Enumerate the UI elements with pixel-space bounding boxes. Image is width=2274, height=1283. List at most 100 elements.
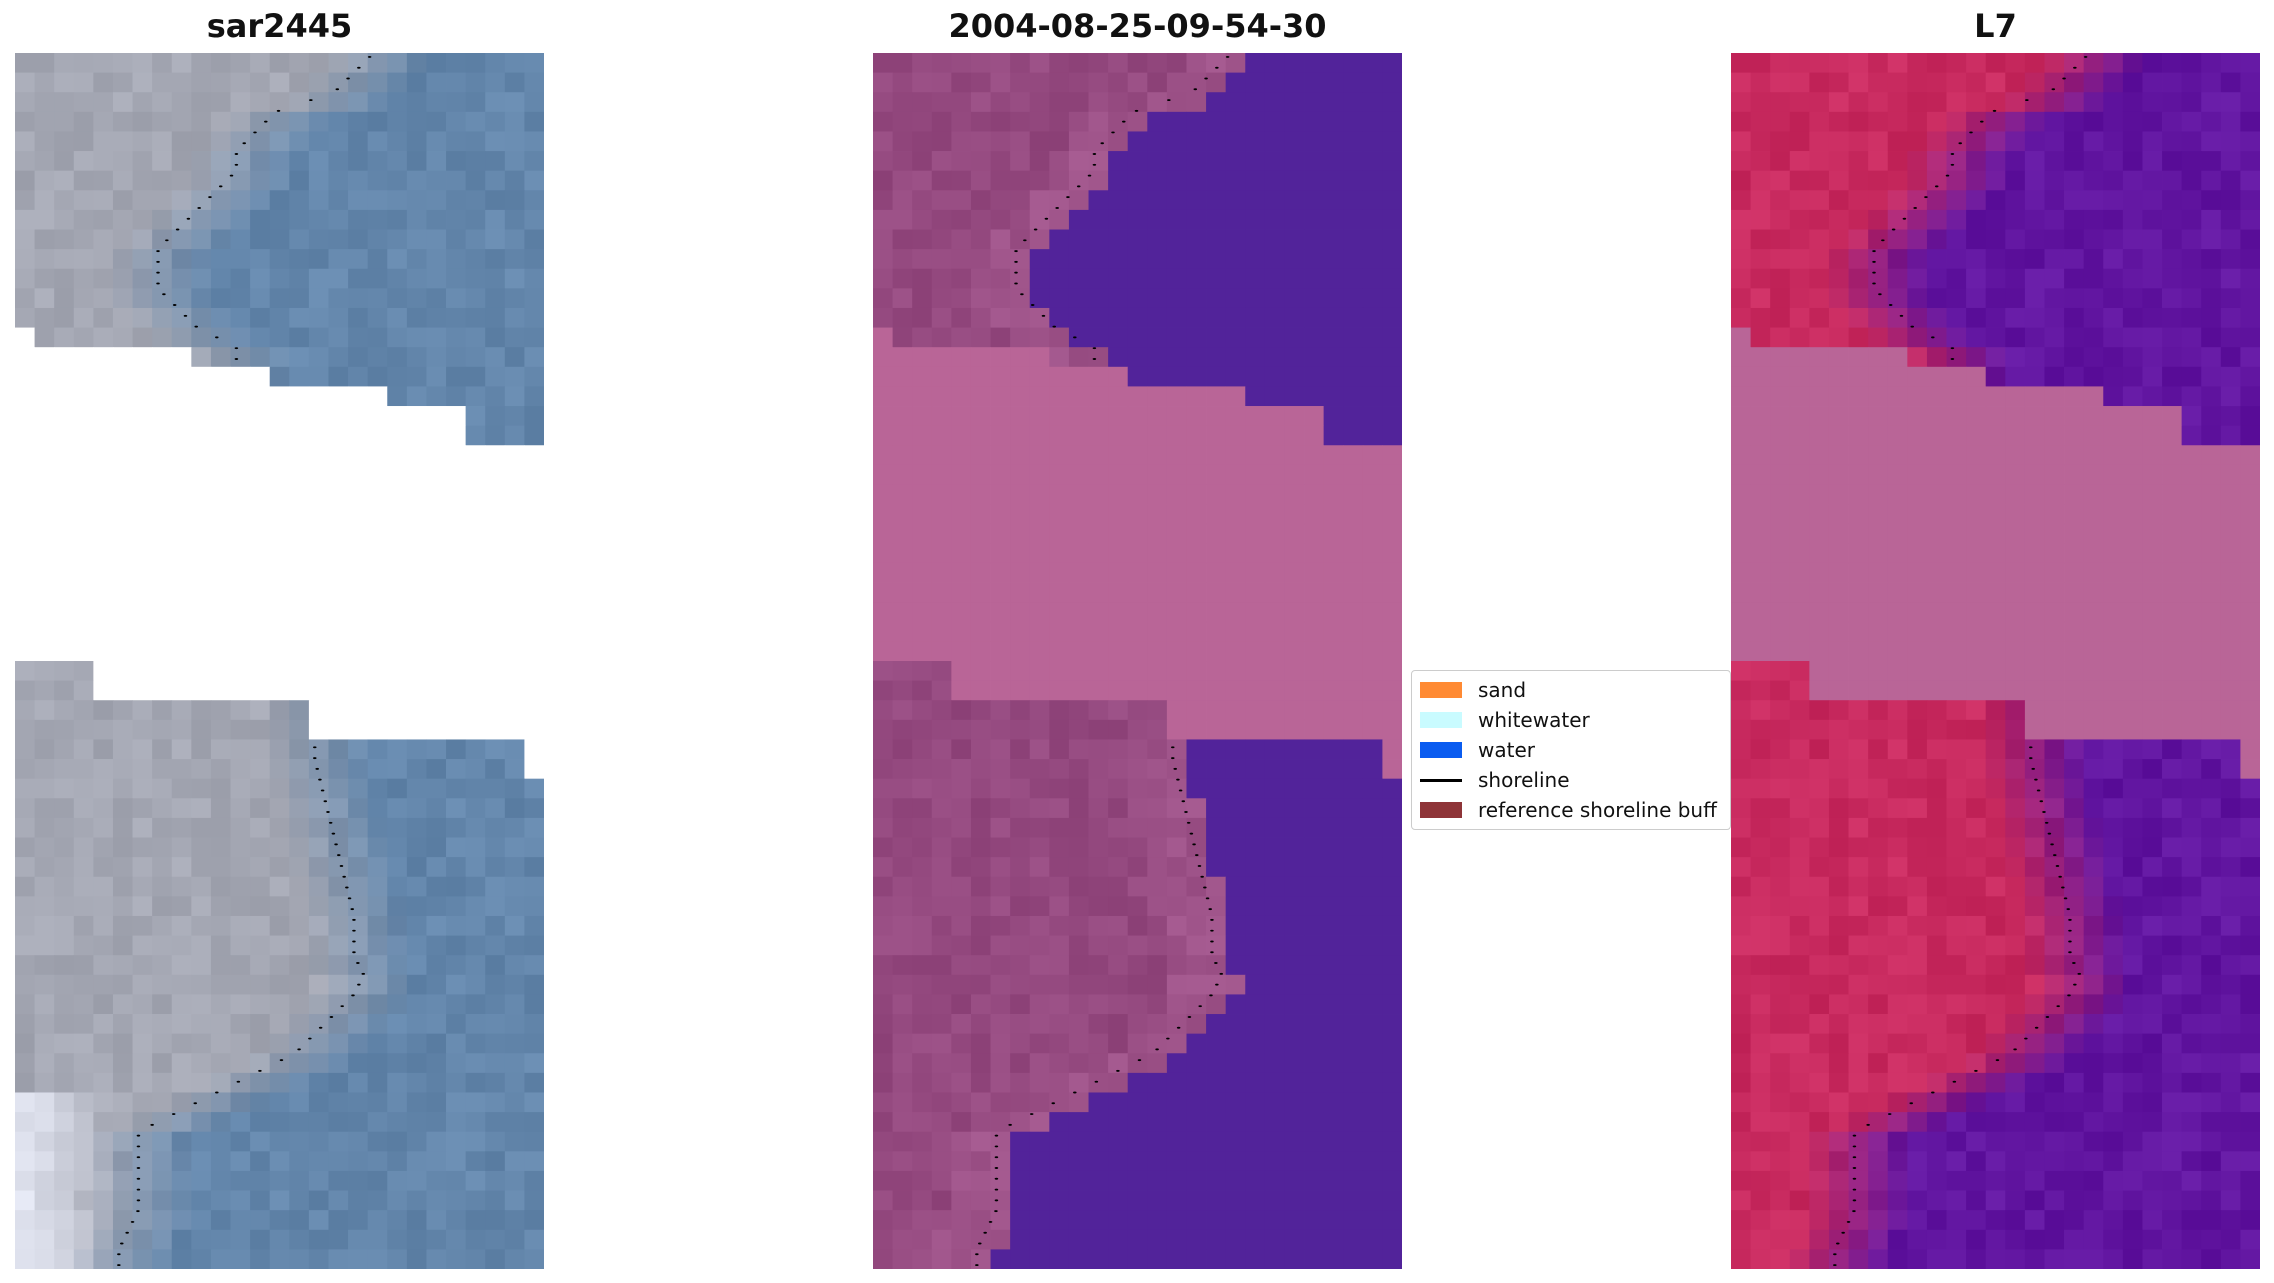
raster-cell xyxy=(1343,151,1364,172)
raster-cell xyxy=(892,759,913,780)
raster-cell xyxy=(1770,798,1791,819)
raster-cell xyxy=(132,386,153,407)
raster-cell xyxy=(230,562,251,583)
raster-cell xyxy=(1946,1092,1967,1113)
raster-cell xyxy=(34,1131,55,1152)
raster-cell xyxy=(1049,151,1070,172)
raster-cell xyxy=(485,327,506,348)
raster-cell xyxy=(1264,386,1285,407)
raster-cell xyxy=(1304,53,1325,74)
raster-cell xyxy=(1245,209,1266,230)
raster-cell xyxy=(485,307,506,328)
raster-cell xyxy=(892,661,913,682)
raster-cell xyxy=(912,739,933,760)
raster-cell xyxy=(2181,268,2202,289)
raster-cell xyxy=(1245,1072,1266,1093)
raster-cell xyxy=(1887,386,1908,407)
raster-cell xyxy=(2122,366,2143,387)
raster-cell xyxy=(1049,1072,1070,1093)
raster-cell xyxy=(171,857,192,878)
raster-cell xyxy=(230,229,251,250)
raster-cell xyxy=(1029,406,1050,427)
shoreline-point xyxy=(1186,821,1191,824)
raster-cell xyxy=(1068,268,1089,289)
raster-cell xyxy=(406,1014,427,1035)
raster-cell xyxy=(1887,484,1908,505)
raster-cell xyxy=(504,562,525,583)
raster-cell xyxy=(1323,523,1344,544)
raster-cell xyxy=(1010,1229,1031,1250)
raster-cell xyxy=(2024,778,2045,799)
shoreline-point xyxy=(162,293,166,296)
raster-cell xyxy=(1186,229,1207,250)
raster-cell xyxy=(1750,445,1771,466)
raster-cell xyxy=(951,347,972,368)
raster-cell xyxy=(1966,504,1987,525)
raster-cell xyxy=(152,857,173,878)
raster-cell xyxy=(387,602,408,623)
raster-cell xyxy=(2103,641,2124,662)
raster-cell xyxy=(34,1151,55,1172)
raster-cell xyxy=(2044,131,2065,152)
raster-cell xyxy=(1088,1014,1109,1035)
raster-cell xyxy=(873,249,893,270)
raster-cell xyxy=(93,327,114,348)
raster-cell xyxy=(171,955,192,976)
raster-cell xyxy=(1010,1112,1031,1133)
raster-cell xyxy=(1206,582,1227,603)
raster-cell xyxy=(1789,523,1810,544)
raster-cell xyxy=(1166,268,1187,289)
raster-cell xyxy=(2044,347,2065,368)
raster-cell xyxy=(524,151,544,172)
raster-cell xyxy=(524,974,544,995)
raster-cell xyxy=(2083,680,2104,701)
raster-cell xyxy=(171,915,192,936)
raster-cell xyxy=(1264,1033,1285,1054)
raster-cell xyxy=(2142,994,2163,1015)
raster-cell xyxy=(367,484,388,505)
raster-cell xyxy=(250,739,271,760)
raster-cell xyxy=(1926,641,1947,662)
raster-cell xyxy=(426,739,447,760)
raster-cell xyxy=(2064,719,2085,740)
raster-cell xyxy=(1946,307,1967,328)
raster-cell xyxy=(230,1014,251,1035)
raster-cell xyxy=(1049,386,1070,407)
raster-cell xyxy=(112,1210,133,1231)
raster-cell xyxy=(112,759,133,780)
raster-cell xyxy=(504,464,525,485)
raster-cell xyxy=(1966,955,1987,976)
raster-cell xyxy=(2201,53,2222,74)
raster-cell xyxy=(2162,111,2183,132)
raster-cell xyxy=(1868,739,1889,760)
raster-cell xyxy=(367,582,388,603)
raster-cell xyxy=(328,445,349,466)
raster-cell xyxy=(1068,425,1089,446)
raster-cell xyxy=(465,837,486,858)
raster-cell xyxy=(524,1190,544,1211)
raster-cell xyxy=(1127,366,1148,387)
raster-cell xyxy=(1750,602,1771,623)
raster-cell xyxy=(1362,209,1383,230)
raster-cell xyxy=(289,268,310,289)
raster-cell xyxy=(504,307,525,328)
raster-cell xyxy=(1868,719,1889,740)
raster-cell xyxy=(1926,994,1947,1015)
raster-cell xyxy=(1166,857,1187,878)
raster-cell xyxy=(2103,778,2124,799)
raster-cell xyxy=(367,543,388,564)
raster-cell xyxy=(1284,1190,1305,1211)
shoreline-point xyxy=(1214,962,1218,965)
raster-cell xyxy=(15,131,35,152)
shoreline-point xyxy=(242,142,246,145)
raster-cell xyxy=(1907,1112,1928,1133)
raster-cell xyxy=(1887,582,1908,603)
raster-cell xyxy=(93,464,114,485)
raster-cell xyxy=(1088,249,1109,270)
raster-cell xyxy=(970,523,991,544)
raster-cell xyxy=(931,445,952,466)
raster-cell xyxy=(1966,229,1987,250)
raster-cell xyxy=(465,1190,486,1211)
raster-cell xyxy=(1049,288,1070,309)
raster-cell xyxy=(132,778,153,799)
